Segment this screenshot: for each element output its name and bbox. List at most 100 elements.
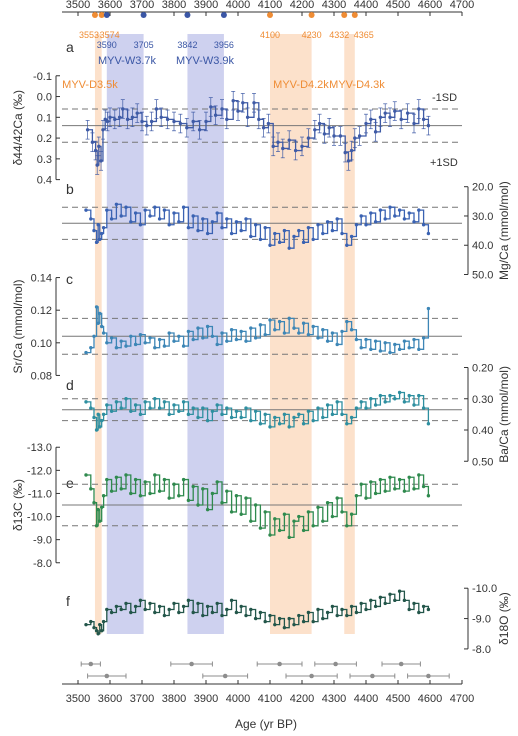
data-point	[282, 331, 287, 335]
data-point	[426, 422, 431, 426]
data-point	[349, 415, 354, 420]
data-point	[321, 415, 325, 420]
data-point	[138, 598, 143, 603]
data-point	[185, 125, 189, 130]
series-line	[86, 474, 430, 538]
y-tick-label: -12.0	[27, 465, 52, 477]
band-label: MYV-D3.5k	[62, 79, 118, 91]
data-point	[201, 487, 205, 491]
series-line	[86, 391, 430, 431]
data-point	[121, 107, 125, 111]
data-point	[306, 136, 311, 140]
data-point	[99, 505, 104, 510]
data-point	[229, 598, 234, 603]
y-tick-label: 0.40	[472, 425, 493, 437]
data-point	[143, 208, 147, 212]
data-point	[263, 332, 267, 337]
data-point	[421, 336, 426, 340]
panel-letter: a	[66, 39, 74, 55]
data-point	[383, 341, 387, 345]
data-point	[205, 604, 210, 609]
data-point	[373, 130, 378, 134]
data-point	[177, 610, 181, 615]
data-point	[282, 412, 287, 417]
y-tick-label: 40.0	[472, 240, 493, 252]
data-point	[346, 159, 351, 163]
data-point	[393, 598, 397, 603]
boundary-marker	[184, 12, 191, 18]
data-point	[191, 484, 195, 489]
data-point	[321, 328, 325, 332]
x-axis-title: Age (yr BP)	[235, 717, 297, 731]
data-point	[412, 601, 416, 606]
event-band	[106, 34, 144, 634]
data-point	[417, 107, 421, 111]
data-point	[349, 512, 354, 516]
data-point	[133, 342, 138, 347]
data-point	[345, 524, 349, 528]
data-point	[109, 610, 114, 615]
data-point	[322, 132, 327, 136]
data-point	[84, 350, 88, 355]
data-point	[311, 418, 315, 423]
data-point	[330, 331, 335, 335]
data-point	[249, 234, 253, 239]
data-point	[393, 109, 397, 113]
data-point	[364, 406, 368, 410]
data-point	[273, 231, 277, 236]
panel-letter: f	[66, 593, 70, 609]
panel-c: c 0.08 0.10 0.12 0.14 Sr/Ca (mmol/mol)	[11, 271, 462, 382]
y-axis-title: δ44/42Ca (‰)	[11, 90, 25, 165]
bottom-tick-label: 4400	[354, 693, 378, 705]
band-label: MYV-W3.7k	[98, 55, 157, 67]
data-point	[417, 208, 421, 212]
data-point	[397, 589, 402, 593]
data-point	[335, 496, 339, 500]
data-point	[373, 339, 378, 343]
data-point	[114, 202, 119, 206]
bottom-tick-label: 4100	[258, 693, 282, 705]
data-point	[143, 480, 147, 484]
data-point	[306, 225, 311, 230]
data-point	[225, 217, 229, 221]
data-point	[393, 214, 397, 218]
data-point	[277, 240, 282, 245]
data-point	[96, 632, 100, 636]
top-tick-label: 4500	[386, 0, 410, 11]
data-point	[157, 217, 162, 221]
data-point	[167, 223, 171, 227]
data-point	[84, 208, 88, 212]
data-point	[205, 231, 210, 236]
data-point	[253, 336, 258, 340]
y-tick-label: -10.0	[27, 512, 52, 524]
bottom-tick-label: 3700	[130, 693, 154, 705]
data-point	[114, 346, 119, 350]
data-point	[129, 220, 133, 224]
panel-f: f -10.0 -9.0 -8.0 δ18O (‰)	[66, 583, 511, 656]
top-tick-label: 3500	[66, 0, 90, 11]
y-tick-label: -9.0	[33, 535, 52, 547]
data-point	[201, 217, 205, 221]
data-point	[287, 316, 291, 321]
data-point	[301, 422, 306, 426]
data-point	[349, 604, 354, 609]
data-point	[186, 412, 191, 417]
data-point	[234, 610, 239, 615]
data-point	[349, 328, 354, 332]
data-point	[297, 412, 301, 417]
data-point	[421, 604, 426, 609]
data-point	[388, 350, 392, 355]
event-band	[270, 34, 312, 634]
y-tick-label: 0.4	[37, 175, 52, 187]
data-point	[92, 334, 96, 338]
data-point	[373, 491, 378, 496]
data-point	[90, 140, 95, 144]
data-point	[301, 321, 306, 325]
bottom-tick-label: 4600	[418, 693, 442, 705]
data-point	[225, 489, 229, 493]
data-point	[277, 422, 282, 426]
top-tick-label: 4200	[290, 0, 314, 11]
data-point	[287, 138, 291, 142]
data-point	[244, 406, 248, 410]
data-point	[402, 598, 407, 603]
